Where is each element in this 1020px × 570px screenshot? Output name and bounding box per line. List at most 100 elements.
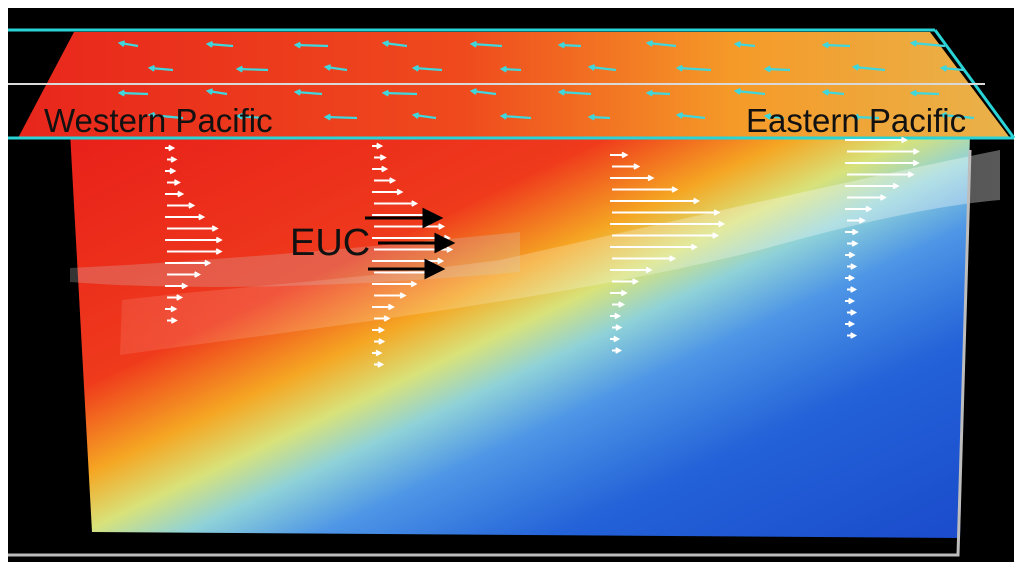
surface-arrow-head xyxy=(557,41,565,49)
surface-arrow-head xyxy=(939,112,948,119)
euc-arrow-icon xyxy=(365,207,444,229)
surface-arrow-head xyxy=(381,89,389,97)
surface-arrow-head xyxy=(411,112,420,119)
surface-arrow xyxy=(677,113,706,120)
current-arrow-head xyxy=(712,232,720,239)
surface-arrow-head xyxy=(293,88,302,96)
surface-arrow xyxy=(559,43,582,48)
current-arrow-head xyxy=(912,148,920,155)
current-arrow-head xyxy=(620,289,628,297)
current-arrow-head xyxy=(850,286,858,293)
current-arrow-head xyxy=(438,223,446,230)
surface-arrow-head xyxy=(323,113,331,121)
current-arrow-head xyxy=(211,225,219,232)
current-arrow-head xyxy=(396,188,404,196)
current-arrow-head xyxy=(188,202,196,209)
current-arrow-head xyxy=(377,361,385,368)
current-arrow-head xyxy=(892,182,900,190)
current-arrow-head xyxy=(170,305,178,313)
surface-arrow-head xyxy=(469,40,477,48)
surface-arrow xyxy=(765,67,791,72)
current-arrow-head xyxy=(618,301,626,308)
current-arrow-head xyxy=(381,165,389,173)
current-arrow-head xyxy=(387,303,395,311)
current-arrow-head xyxy=(446,246,454,253)
surface-arrow xyxy=(589,115,611,120)
eastern-pacific-label: Eastern Pacific xyxy=(746,102,967,139)
surface-arrow-head xyxy=(821,41,829,49)
current-arrow-head xyxy=(399,292,407,299)
surface-arrow xyxy=(501,114,532,120)
current-arrow-head xyxy=(850,263,858,270)
current-arrow-head xyxy=(858,217,866,224)
surface-arrow xyxy=(325,65,348,72)
current-arrow-head xyxy=(900,136,908,144)
surface-arrow-head xyxy=(469,88,478,95)
current-arrow-head xyxy=(383,315,391,322)
current-arrow-head xyxy=(615,347,623,354)
current-arrow-head xyxy=(215,248,223,255)
current-arrow-head xyxy=(713,209,721,216)
surface-arrow-head xyxy=(909,89,917,97)
surface-arrow xyxy=(911,91,940,96)
surface-arrow xyxy=(149,113,184,120)
surface-arrow-head xyxy=(499,112,508,120)
current-arrow-head xyxy=(848,251,856,259)
surface-arrow xyxy=(735,89,766,96)
current-arrow-head xyxy=(170,317,178,324)
current-arrow-head xyxy=(851,240,859,247)
current-arrow-head xyxy=(176,294,184,301)
surface-arrow xyxy=(853,115,880,120)
thermocline-surface xyxy=(120,150,1000,355)
surface-arrow xyxy=(853,65,886,72)
current-arrow-head xyxy=(376,142,384,150)
surface-arrow xyxy=(647,41,677,48)
surface-arrow xyxy=(207,89,228,96)
current-arrow-head xyxy=(169,167,177,175)
surface-arrow xyxy=(149,66,174,72)
surface-arrow xyxy=(383,91,418,96)
current-arrow-head xyxy=(173,179,181,186)
surface-arrow-head xyxy=(733,88,742,95)
surface-arrow xyxy=(471,42,503,48)
surface-arrow xyxy=(823,90,845,96)
current-arrow-head xyxy=(168,144,176,152)
current-arrow-head xyxy=(671,186,679,193)
surface-arrow-head xyxy=(117,89,125,97)
surface-arrow-head xyxy=(499,65,507,73)
surface-arrow-head xyxy=(909,40,918,47)
current-arrow-head xyxy=(410,280,418,288)
current-arrow-head xyxy=(907,171,915,178)
surface-arrow xyxy=(413,113,437,120)
surface-arrow-head xyxy=(587,113,595,121)
current-arrow-head xyxy=(194,271,202,278)
current-arrow-head xyxy=(177,190,185,198)
surface-arrow-head xyxy=(645,89,653,97)
current-arrow-head xyxy=(379,154,387,161)
current-arrow-head xyxy=(693,197,701,205)
current-arrow-head xyxy=(632,278,640,285)
current-arrow-head xyxy=(912,159,920,167)
current-arrow-head xyxy=(879,194,887,201)
surface-arrow-head xyxy=(323,64,332,71)
current-arrow-head xyxy=(375,349,383,357)
current-arrow-head xyxy=(690,243,698,251)
surface-arrow-head xyxy=(235,112,244,120)
surface-arrow-head xyxy=(675,112,684,119)
surface-arrow xyxy=(677,66,712,72)
surface-arrow xyxy=(325,115,358,120)
current-arrow-head xyxy=(850,309,858,316)
current-arrow-head xyxy=(389,177,397,184)
surface-arrow xyxy=(237,67,269,72)
current-arrow-head xyxy=(204,259,212,267)
surface-arrow xyxy=(765,114,785,120)
current-arrow-head xyxy=(215,236,223,244)
current-arrow-head xyxy=(437,257,445,265)
current-arrow-head xyxy=(848,320,856,328)
euc-arrows xyxy=(365,207,456,280)
surface-arrow-head xyxy=(147,112,156,119)
surface-arrow-head xyxy=(851,64,860,71)
current-arrow-head xyxy=(615,324,623,331)
current-arrow-head xyxy=(718,220,726,228)
